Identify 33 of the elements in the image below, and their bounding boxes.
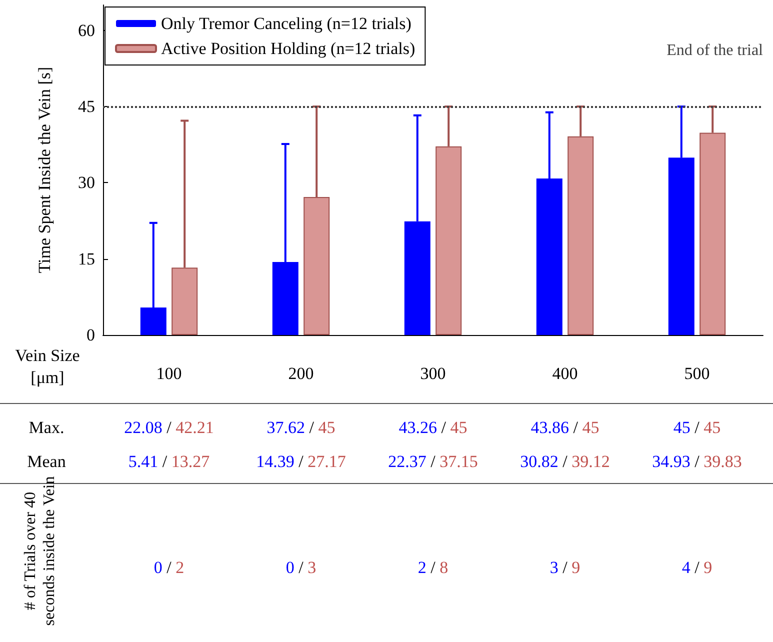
text: 4 / 9: [680, 558, 714, 578]
x-tick-label: 400: [552, 364, 578, 383]
text: 2 / 8: [416, 558, 450, 578]
x-tick-label: 300: [420, 364, 446, 383]
text: 43.26 / 45: [398, 418, 468, 438]
y-tick-label: 0: [86, 326, 95, 344]
text: 0 / 2: [152, 558, 186, 578]
text: 0 / 3: [284, 558, 318, 578]
y-tick-label: 45: [78, 97, 95, 116]
text: 14.39 / 27.17: [255, 452, 347, 472]
y-tick-label: 30: [78, 173, 95, 192]
text: 37.62 / 45: [266, 418, 336, 438]
legend-label: Only Tremor Canceling (n=12 trials): [161, 14, 412, 33]
y-tick-label: 60: [78, 20, 95, 40]
text: 22.08 / 42.21: [123, 418, 215, 438]
x-tick-label: 500: [684, 364, 710, 383]
y-axis-title: Time Spent Inside the Vein [s]: [35, 66, 54, 274]
text: Mean: [26, 452, 67, 472]
y-tick-label: 15: [78, 249, 95, 268]
text: 3 / 9: [548, 558, 582, 578]
x-tick-label: 200: [288, 364, 314, 383]
legend-label: Active Position Holding (n=12 trials): [161, 39, 416, 58]
text: 5.41 / 13.27: [127, 452, 211, 472]
ref-line-label: End of the trial: [666, 42, 764, 60]
x-axis-title: Vein Size [μm]: [14, 345, 81, 389]
text: 45 / 45: [672, 418, 722, 438]
text: 34.93 / 39.83: [651, 452, 743, 472]
text: # of Trials over 40 seconds inside the Vein: [21, 475, 59, 628]
text: Max.: [28, 418, 66, 438]
x-tick-label: 100: [156, 364, 182, 383]
text: 30.82 / 39.12: [519, 452, 611, 472]
text: 43.86 / 45: [530, 418, 600, 438]
text: 22.37 / 37.15: [387, 452, 479, 472]
